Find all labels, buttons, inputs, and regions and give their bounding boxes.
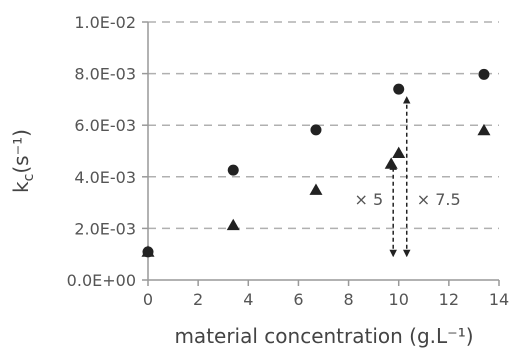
triangle-data-point xyxy=(392,146,406,158)
x-axis-title: material concentration (g.L⁻¹) xyxy=(174,324,473,348)
triangle-data-point xyxy=(141,245,155,257)
x-tick-label: 10 xyxy=(389,290,409,309)
triangle-data-point xyxy=(226,218,240,231)
fold-change-label: × 5 xyxy=(355,190,384,209)
x-tick-label: 14 xyxy=(489,290,509,309)
data-points xyxy=(141,68,491,258)
y-tick-label: 4.0E-03 xyxy=(74,168,136,187)
y-axis-title-subscript: c xyxy=(21,174,37,182)
y-tick-label: 8.0E-03 xyxy=(74,65,136,84)
x-tick-label: 6 xyxy=(293,290,303,309)
y-axis-title-main: k xyxy=(9,181,33,193)
tick-labels: 0.0E+00 2.0E-03 4.0E-03 6.0E-03 8.0E-03 1.0E-… xyxy=(67,13,510,309)
y-axis-title-unit: (s⁻¹) xyxy=(9,129,33,174)
y-tick-label: 1.0E-02 xyxy=(74,13,136,32)
y-tick-label: 2.0E-03 xyxy=(74,219,136,238)
fold-change-label: × 7.5 xyxy=(417,190,461,209)
x-tick-label: 2 xyxy=(193,290,203,309)
grid-lines xyxy=(148,21,499,230)
x-tick-label: 12 xyxy=(439,290,459,309)
x-tick-label: 0 xyxy=(143,290,153,309)
x-tick-label: 4 xyxy=(243,290,253,309)
circle-data-point xyxy=(478,68,490,80)
circle-data-point xyxy=(310,124,322,136)
circle-data-point xyxy=(227,164,239,176)
triangle-data-point xyxy=(477,123,491,136)
annotations: × 5 × 7.5 xyxy=(355,96,461,258)
axes xyxy=(142,21,500,286)
x-tick-label: 8 xyxy=(343,290,353,309)
y-tick-label: 6.0E-03 xyxy=(74,116,136,135)
triangle-data-point xyxy=(309,183,323,195)
circle-data-point xyxy=(393,83,405,95)
y-tick-label: 0.0E+00 xyxy=(67,271,136,290)
axis-titles: material concentration (g.L⁻¹) kc(s⁻¹) xyxy=(9,129,474,348)
triangle-data-point xyxy=(384,157,398,169)
y-axis-title: kc(s⁻¹) xyxy=(9,129,37,193)
